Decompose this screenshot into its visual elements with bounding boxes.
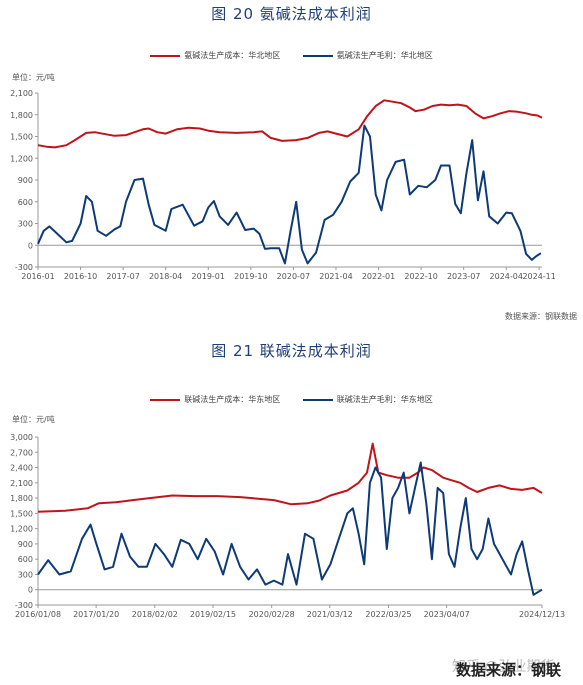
x-tick-label: 2017-07	[106, 272, 139, 281]
y-tick-label: 2,400	[10, 464, 33, 473]
chart2-unit: 单位：元/吨	[12, 415, 55, 424]
legend-label: 氨碱法生产成本：华北地区	[184, 51, 281, 60]
y-tick-label: 1,200	[10, 154, 33, 163]
watermark: 数据来源：钢联	[456, 661, 562, 679]
x-tick-label: 2024-11	[522, 272, 555, 281]
chart1-legend: 氨碱法生产成本：华北地区 氨碱法生产毛利：华北地区	[0, 50, 583, 61]
legend-swatch-cost	[150, 54, 181, 57]
x-tick-label: 2024-04	[490, 272, 523, 281]
chart1-legend-cost: 氨碱法生产成本：华北地区	[150, 50, 280, 61]
x-tick-label: 2022-10	[404, 272, 437, 281]
chart1-source: 数据来源：钢联数据	[505, 312, 577, 321]
chart2-legend-profit: 联碱法生产毛利：华东地区	[302, 394, 433, 405]
x-tick-label: 2022-01	[362, 272, 395, 281]
y-tick-label: 600	[18, 198, 33, 207]
y-tick-label: 1,800	[10, 494, 33, 503]
x-tick-label: 2017/01/20	[73, 610, 119, 619]
y-tick-label: 3,000	[10, 433, 33, 442]
y-tick-label: 2,100	[10, 89, 33, 98]
chart1-legend-profit: 氨碱法生产毛利：华北地区	[302, 50, 433, 61]
chart2-title: 图 21 联碱法成本利润	[211, 342, 372, 360]
profit-series-line	[37, 461, 543, 596]
legend-swatch-cost	[150, 398, 181, 401]
x-tick-label: 2024/12/13	[519, 610, 565, 619]
y-tick-label: 1,200	[10, 525, 33, 534]
x-tick-label: 2019-10	[234, 272, 267, 281]
legend-swatch-profit	[302, 398, 333, 401]
x-tick-label: 2021-04	[319, 272, 352, 281]
legend-swatch-profit	[302, 54, 333, 57]
y-tick-label: 300	[18, 220, 33, 229]
y-tick-label: 600	[18, 555, 33, 564]
y-tick-label: -300	[15, 263, 33, 272]
x-tick-label: 2016/01/08	[15, 610, 61, 619]
cost-series-line	[37, 99, 543, 149]
y-tick-label: 0	[28, 241, 33, 250]
x-tick-label: 2023-07	[447, 272, 480, 281]
x-tick-label: 2023/04/07	[424, 610, 470, 619]
legend-label: 联碱法生产成本：华东地区	[184, 395, 281, 404]
y-tick-label: 2,100	[10, 479, 33, 488]
x-tick-label: 2019/02/15	[190, 610, 236, 619]
profit-series-line	[37, 124, 542, 265]
chart1-plot: -300 0 300 600 900 1,200 1,500 1,800 2,100 2016-0…	[10, 89, 556, 281]
x-tick-label: 2022/03/25	[365, 610, 411, 619]
y-tick-label: -300	[15, 601, 33, 610]
y-tick-label: 900	[18, 540, 33, 549]
x-tick-label: 2020-07	[277, 272, 310, 281]
x-tick-label: 2021/03/12	[307, 610, 353, 619]
cost-series-line	[37, 442, 543, 513]
x-tick-label: 2020/02/28	[249, 610, 295, 619]
chart2-legend: 联碱法生产成本：华东地区 联碱法生产毛利：华东地区	[0, 394, 583, 405]
y-tick-label: 900	[18, 176, 33, 185]
x-tick-label: 2018/02/02	[132, 610, 178, 619]
y-tick-label: 0	[28, 586, 33, 595]
chart1-unit: 单位：元/吨	[12, 73, 55, 82]
watermark-faint: 知乎 @弘业期货	[452, 659, 555, 675]
x-tick-label: 2016-10	[64, 272, 97, 281]
y-tick-label: 2,700	[10, 448, 33, 457]
legend-label: 联碱法生产毛利：华东地区	[336, 395, 433, 404]
y-tick-label: 1,800	[10, 111, 33, 120]
chart1-title: 图 20 氨碱法成本利润	[211, 5, 372, 23]
y-tick-label: 1,500	[10, 509, 33, 518]
chart2-plot: -300 0 300 600 900 1,200 1,500 1,800 2,100 2,400 2…	[10, 433, 565, 619]
x-tick-label: 2019-01	[192, 272, 225, 281]
y-tick-label: 300	[18, 570, 33, 579]
legend-label: 氨碱法生产毛利：华北地区	[336, 51, 433, 60]
x-tick-label: 2018-04	[149, 272, 182, 281]
x-tick-label: 2016-01	[21, 272, 54, 281]
chart2-legend-cost: 联碱法生产成本：华东地区	[150, 394, 280, 405]
y-tick-label: 1,500	[10, 133, 33, 142]
